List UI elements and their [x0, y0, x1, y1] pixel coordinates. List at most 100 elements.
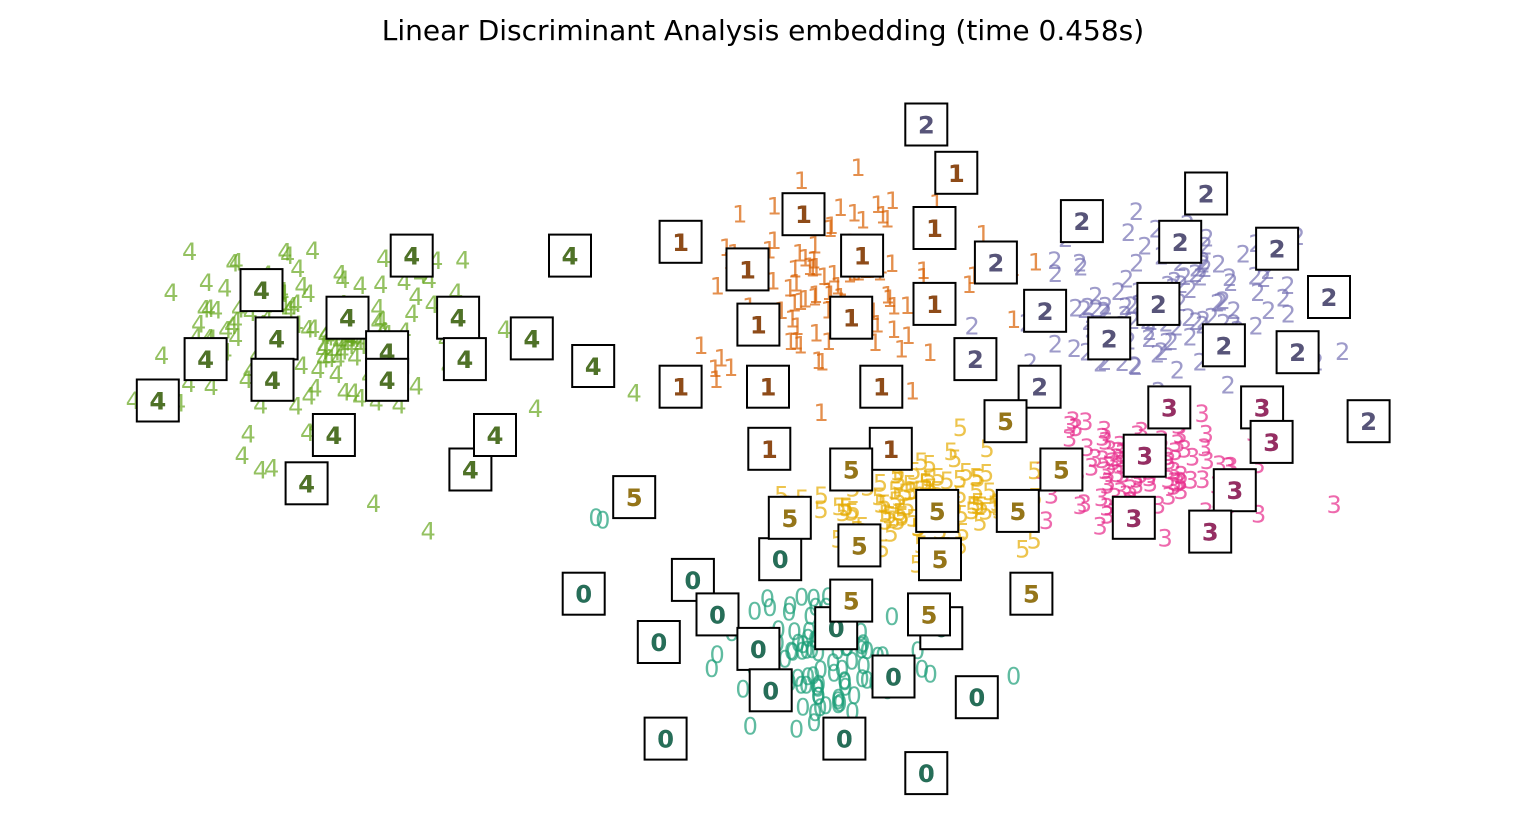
point-digit-1: 1 [713, 344, 728, 372]
point-digit-1: 1 [783, 328, 798, 356]
point-digit-3: 3 [1088, 444, 1103, 472]
thumbnail-glyph: 2 [1074, 208, 1091, 236]
thumbnail-glyph: 5 [843, 588, 860, 616]
thumbnail-glyph: 0 [762, 677, 779, 705]
thumbnail-digit-4: 44 [473, 413, 517, 457]
point-digit-0: 0 [789, 716, 804, 744]
thumbnail-digit-3: 33 [1147, 385, 1192, 430]
thumbnail-color-overlay: 0 [709, 601, 726, 629]
point-digit-1: 1 [707, 355, 722, 383]
thumbnail-color-overlay: 1 [739, 256, 756, 284]
point-digit-5: 5 [953, 466, 968, 494]
point-digit-4: 4 [307, 375, 322, 403]
thumbnail-frame [1039, 447, 1084, 492]
point-digit-1: 1 [793, 288, 808, 316]
thumbnail-frame [325, 295, 370, 340]
thumbnail-digit-4: 44 [135, 378, 180, 423]
point-digit-1: 1 [784, 306, 799, 334]
point-digit-2: 2 [1154, 338, 1169, 366]
point-digit-2: 2 [1164, 328, 1179, 356]
thumbnail-glyph: 5 [781, 505, 798, 533]
thumbnail-frame [509, 316, 554, 361]
point-digit-4: 4 [284, 293, 299, 321]
point-digit-1: 1 [823, 215, 838, 243]
thumbnail-glyph: 2 [1289, 339, 1306, 367]
point-digit-4: 4 [191, 311, 206, 339]
thumbnail-digit-4: 44 [548, 233, 592, 278]
point-digit-4: 4 [352, 385, 367, 413]
thumbnail-digit-3: 33 [1188, 509, 1233, 554]
thumbnail-frame [561, 571, 606, 616]
thumbnail-color-overlay: 3 [1136, 443, 1153, 471]
point-digit-3: 3 [1158, 525, 1173, 553]
point-digit-2: 2 [1250, 279, 1265, 307]
point-digit-2: 2 [1220, 371, 1235, 399]
point-digit-2: 2 [1261, 297, 1276, 325]
point-digit-0: 0 [760, 585, 775, 613]
thumbnail-color-overlay: 4 [298, 470, 315, 498]
thumbnail-glyph: 3 [1161, 394, 1178, 422]
thumbnail-glyph: 5 [997, 408, 1014, 436]
thumbnail-glyph: 0 [968, 684, 985, 712]
thumbnail-frame [859, 364, 904, 409]
point-digit-1: 1 [833, 194, 848, 222]
thumbnail-color-overlay: 5 [921, 601, 938, 629]
thumbnail-color-overlay: 5 [843, 588, 860, 616]
point-digit-0: 0 [781, 598, 796, 626]
point-digit-3: 3 [1166, 458, 1181, 486]
thumbnail-digit-1: 11 [912, 281, 957, 326]
point-digit-3: 3 [1195, 466, 1210, 494]
thumbnail-frame [442, 337, 487, 382]
thumbnail-color-overlay: 2 [1031, 374, 1048, 402]
point-digit-5: 5 [835, 499, 850, 527]
point-digit-3: 3 [1095, 446, 1110, 474]
point-digit-1: 1 [884, 250, 899, 278]
thumbnail-digit-4: 44 [284, 461, 329, 506]
thumbnail-digit-5: 55 [767, 495, 812, 540]
thumbnail-color-overlay: 2 [1360, 408, 1377, 436]
point-digit-5: 5 [982, 478, 997, 506]
thumbnail-color-overlay: 4 [462, 457, 479, 485]
point-digit-3: 3 [1174, 462, 1189, 490]
thumbnail-glyph: 3 [1125, 505, 1142, 533]
point-digit-2: 2 [965, 313, 980, 341]
thumbnail-digit-2: 22 [1087, 316, 1132, 361]
point-digit-1: 1 [708, 366, 723, 394]
point-digit-3: 3 [1197, 434, 1212, 462]
point-digit-3: 3 [1072, 492, 1087, 520]
thumbnail-frame [1184, 171, 1229, 216]
point-digit-1: 1 [794, 167, 809, 195]
point-digit-5: 5 [888, 487, 903, 515]
point-digit-3: 3 [1077, 490, 1092, 518]
point-digit-4: 4 [163, 279, 178, 307]
point-digit-4: 4 [301, 280, 316, 308]
thumbnail-digit-1: 11 [746, 364, 790, 409]
thumbnail-color-overlay: 5 [929, 498, 946, 526]
point-digit-5: 5 [873, 491, 888, 519]
thumbnail-color-overlay: 1 [795, 201, 812, 229]
thumbnail-color-overlay: 4 [403, 243, 420, 271]
point-digit-0: 0 [837, 667, 852, 695]
thumbnail-digit-3: 33 [1212, 468, 1257, 513]
point-digit-5: 5 [965, 497, 980, 525]
thumbnail-glyph: 1 [672, 374, 689, 402]
point-digit-4: 4 [328, 361, 343, 389]
thumbnail-color-overlay: 2 [1216, 332, 1233, 360]
point-digit-3: 3 [1100, 502, 1115, 530]
point-digit-2: 2 [1072, 250, 1087, 278]
thumbnail-color-overlay: 2 [988, 250, 1005, 278]
thumbnail-color-overlay: 4 [264, 367, 281, 395]
point-digit-1: 1 [807, 283, 822, 311]
point-digit-5: 5 [879, 507, 894, 535]
thumbnail-images: 4444444444444444444444444444444444445511… [135, 102, 1391, 796]
thumbnail-frame [953, 337, 998, 382]
thumbnail-frame [1346, 399, 1391, 444]
point-digit-2: 2 [1088, 282, 1103, 310]
point-digit-4: 4 [228, 308, 243, 336]
thumbnail-frame [1136, 281, 1181, 326]
thumbnail-glyph: 5 [932, 546, 949, 574]
thumbnail-glyph: 4 [523, 325, 540, 353]
thumbnail-digit-4: 44 [436, 295, 481, 340]
point-digit-2: 2 [1211, 251, 1226, 279]
